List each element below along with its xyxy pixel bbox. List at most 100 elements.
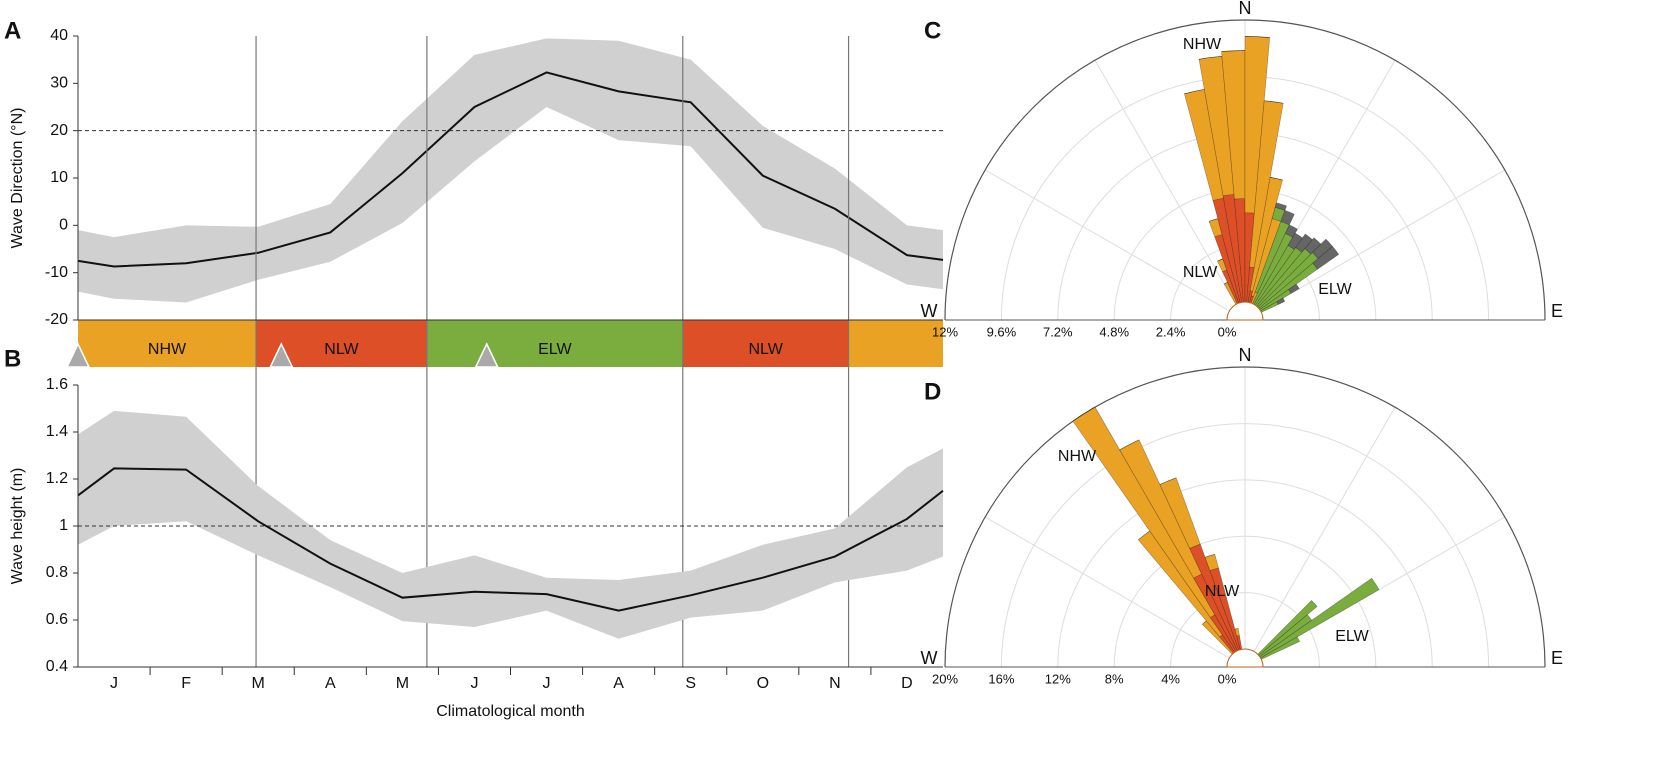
rose-wedge: [1224, 282, 1228, 285]
center-hole: [1226, 648, 1264, 668]
y-tick-label: 1.4: [46, 423, 68, 440]
panel-letter: B: [4, 345, 21, 372]
rose-wedge: [1274, 202, 1287, 211]
rose-wedge: [1119, 439, 1140, 451]
x-tick-label: J: [110, 675, 118, 692]
y-tick-label: -20: [45, 311, 68, 328]
rose-wedge: [1184, 89, 1205, 95]
y-tick-label: 10: [50, 169, 68, 186]
x-tick-label: N: [829, 675, 841, 692]
onset-marker: [65, 342, 91, 368]
rose-wedge: [1276, 297, 1286, 305]
series-label: ELW: [1335, 628, 1369, 645]
compass-east: E: [1551, 301, 1563, 321]
y-tick-label: 1.6: [46, 376, 68, 393]
rose-wedge: [1204, 553, 1219, 571]
spoke: [1094, 59, 1237, 305]
r-tick-label: 4.8%: [1099, 324, 1129, 339]
rose-wedge: [1280, 209, 1295, 226]
x-tick-label: F: [181, 675, 191, 692]
y-axis-label: Wave Direction (°N): [9, 108, 26, 249]
onset-marker: [269, 342, 294, 368]
spoke: [1253, 406, 1396, 652]
rose-wedge: [1304, 237, 1322, 255]
rose-wedge: [1184, 89, 1205, 95]
season-label: ELW: [538, 341, 572, 358]
season-block: [78, 320, 257, 367]
rose-wedge: [1159, 477, 1201, 549]
y-tick-label: 30: [50, 75, 68, 92]
panel-letter: A: [4, 17, 21, 44]
x-tick-label: S: [685, 675, 696, 692]
series-label: ELW: [1318, 281, 1352, 298]
r-tick-label: 4%: [1161, 671, 1180, 686]
compass-north: N: [1239, 345, 1252, 365]
rose-wedge: [1270, 177, 1283, 181]
y-tick-label: 0: [59, 217, 68, 234]
x-tick-label: M: [252, 675, 265, 692]
rose-wedge: [1234, 628, 1240, 637]
y-tick-label: -10: [45, 264, 68, 281]
season-label: NLW: [748, 341, 783, 358]
rose-wedge: [1224, 282, 1228, 285]
rose-wedge: [1312, 238, 1334, 260]
r-tick-label: 20%: [932, 671, 958, 686]
x-tick-label: O: [757, 675, 769, 692]
y-tick-label: 20: [50, 122, 68, 139]
center-hole: [1226, 301, 1264, 321]
rose-wedge: [1184, 89, 1224, 201]
rose-wedge: [1249, 176, 1283, 292]
season-label: NHW: [148, 341, 187, 358]
series-label: NLW: [1205, 583, 1240, 600]
x-tick-label: M: [396, 675, 409, 692]
r-tick-label: 9.6%: [987, 324, 1017, 339]
rose-wedge: [1159, 477, 1177, 485]
r-tick-label: 7.2%: [1043, 324, 1073, 339]
rose-wedge: [1288, 283, 1300, 294]
ring: [1000, 422, 1490, 668]
series-label: NLW: [1183, 264, 1218, 281]
rose-wedge: [1259, 577, 1380, 659]
compass-west: W: [921, 648, 938, 668]
series-label: NHW: [1183, 36, 1222, 53]
rose-wedge: [1249, 100, 1284, 268]
mean-line: [77, 467, 944, 612]
compass-west: W: [921, 301, 938, 321]
compass-east: E: [1551, 648, 1563, 668]
season-block: [848, 320, 943, 367]
rose-wedge: [1254, 220, 1290, 294]
rose-wedge: [1287, 232, 1303, 250]
mean-line: [77, 71, 944, 268]
spoke: [1260, 169, 1506, 312]
x-tick-label: D: [901, 675, 913, 692]
x-tick-label: A: [613, 675, 624, 692]
spread-band: [78, 38, 943, 303]
y-tick-label: 0.4: [46, 658, 68, 675]
ring: [944, 19, 1546, 321]
season-block: [426, 320, 683, 367]
season-label: NLW: [324, 341, 359, 358]
x-tick-label: A: [325, 675, 336, 692]
r-tick-label: 8%: [1105, 671, 1124, 686]
r-tick-label: 12%: [1045, 671, 1071, 686]
spread-band: [78, 410, 943, 639]
y-tick-label: 40: [50, 27, 68, 44]
r-tick-label: 0%: [1218, 671, 1237, 686]
r-tick-label: 0%: [1218, 324, 1237, 339]
spoke: [1260, 516, 1506, 659]
rose-wedge: [1072, 406, 1216, 619]
ring: [1113, 535, 1377, 668]
rose-wedge: [1119, 439, 1203, 579]
rose-wedge: [1270, 177, 1283, 181]
rose-wedge: [1271, 206, 1286, 222]
r-tick-label: 2.4%: [1156, 324, 1186, 339]
y-tick-label: 1: [59, 517, 68, 534]
rose-wedge: [1234, 628, 1239, 630]
spoke: [984, 169, 1230, 312]
y-axis-label: Wave height (m): [9, 468, 26, 585]
r-tick-label: 16%: [988, 671, 1014, 686]
series-label: NHW: [1058, 448, 1097, 465]
rose-wedge: [1244, 36, 1270, 38]
compass-north: N: [1239, 0, 1252, 18]
x-tick-label: J: [470, 675, 478, 692]
